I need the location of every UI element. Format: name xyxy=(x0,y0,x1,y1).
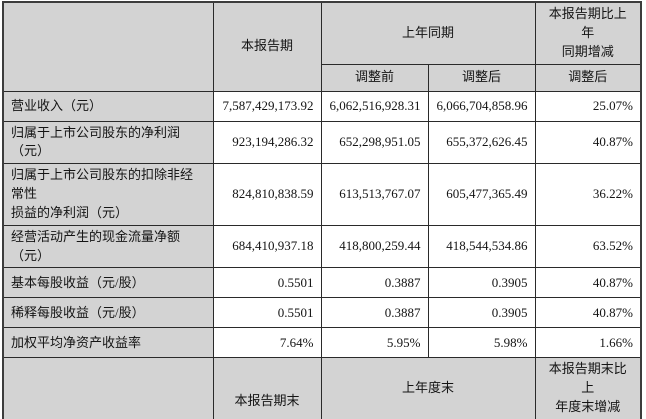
value-current-period: 7,587,429,173.92 xyxy=(212,90,322,122)
value-pre-adjustment: 652,298,951.05 xyxy=(320,120,429,165)
row-label: 归属于上市公司股东的扣除非经常性 损益的净利润（元） xyxy=(2,163,214,226)
row-label: 加权平均净资产收益率 xyxy=(2,327,214,359)
value-post-adjustment: 0.3905 xyxy=(427,267,536,299)
table-row-net-profit-excl-nonrecurring: 归属于上市公司股东的扣除非经常性 损益的净利润（元） 824,810,838.5… xyxy=(2,163,642,226)
row-label: 经营活动产生的现金流量净额（元） xyxy=(2,224,214,269)
col-header-pre-adjustment: 调整前 xyxy=(320,63,429,92)
col-header-prior-period-group: 上年同期 xyxy=(320,1,536,65)
col-header-prior-year-end-group: 上年度末 xyxy=(320,357,536,419)
table-row-operating-cash-flow: 经营活动产生的现金流量净额（元） 684,410,937.18 418,800,… xyxy=(2,224,642,269)
value-post-adjustment: 655,372,626.45 xyxy=(427,120,536,165)
value-post-adjustment: 605,477,365.49 xyxy=(427,163,536,226)
value-change: 36.22% xyxy=(534,163,642,226)
corner-blank-cell xyxy=(2,357,214,419)
value-current-period: 0.5501 xyxy=(212,297,322,329)
value-post-adjustment: 0.3905 xyxy=(427,297,536,329)
value-pre-adjustment: 418,800,259.44 xyxy=(320,224,429,269)
value-pre-adjustment: 5.95% xyxy=(320,327,429,359)
value-change: 40.87% xyxy=(534,267,642,299)
col-header-year-end-change: 本报告期末比上 年度末增减 xyxy=(534,357,642,419)
col-header-period-change: 本报告期比上年 同期增减 xyxy=(534,1,642,65)
value-post-adjustment: 5.98% xyxy=(427,327,536,359)
value-change: 1.66% xyxy=(534,327,642,359)
table-row-basic-eps: 基本每股收益（元/股） 0.5501 0.3887 0.3905 40.87% xyxy=(2,267,642,299)
value-current-period: 0.5501 xyxy=(212,267,322,299)
corner-blank-cell xyxy=(2,1,214,92)
col-header-post-adjustment: 调整后 xyxy=(427,63,536,92)
table-row-diluted-eps: 稀释每股收益（元/股） 0.5501 0.3887 0.3905 40.87% xyxy=(2,297,642,329)
section1-header-row-2: 调整前 调整后 调整后 xyxy=(3,63,642,92)
table-row-operating-revenue: 营业收入（元） 7,587,429,173.92 6,062,516,928.3… xyxy=(2,90,642,122)
value-change: 25.07% xyxy=(534,90,642,122)
value-current-period: 684,410,937.18 xyxy=(212,224,322,269)
row-label: 基本每股收益（元/股） xyxy=(2,267,214,299)
section2-header-row-1: 本报告期末 上年度末 本报告期末比上 年度末增减 xyxy=(2,357,642,419)
value-pre-adjustment: 0.3887 xyxy=(320,267,429,299)
value-current-period: 7.64% xyxy=(212,327,322,359)
row-label: 营业收入（元） xyxy=(2,90,214,122)
value-current-period: 824,810,838.59 xyxy=(212,163,322,226)
col-header-current-period: 本报告期 xyxy=(212,1,322,92)
row-label: 稀释每股收益（元/股） xyxy=(2,297,214,329)
section1-header-row-1: 本报告期 上年同期 本报告期比上年 同期增减 xyxy=(2,1,642,92)
value-current-period: 923,194,286.32 xyxy=(212,120,322,165)
value-change: 63.52% xyxy=(534,224,642,269)
row-label: 归属于上市公司股东的净利润（元） xyxy=(2,120,214,165)
value-change: 40.87% xyxy=(534,297,642,329)
value-post-adjustment: 418,544,534.86 xyxy=(427,224,536,269)
value-pre-adjustment: 613,513,767.07 xyxy=(320,163,429,226)
col-header-current-period-end: 本报告期末 xyxy=(212,357,322,419)
table-row-weighted-avg-roe: 加权平均净资产收益率 7.64% 5.95% 5.98% 1.66% xyxy=(2,327,642,359)
value-post-adjustment: 6,066,704,858.96 xyxy=(427,90,536,122)
col-header-change-post-adjustment: 调整后 xyxy=(534,63,642,92)
table-row-net-profit: 归属于上市公司股东的净利润（元） 923,194,286.32 652,298,… xyxy=(2,120,642,165)
value-change: 40.87% xyxy=(534,120,642,165)
value-pre-adjustment: 6,062,516,928.31 xyxy=(320,90,429,122)
value-pre-adjustment: 0.3887 xyxy=(320,297,429,329)
